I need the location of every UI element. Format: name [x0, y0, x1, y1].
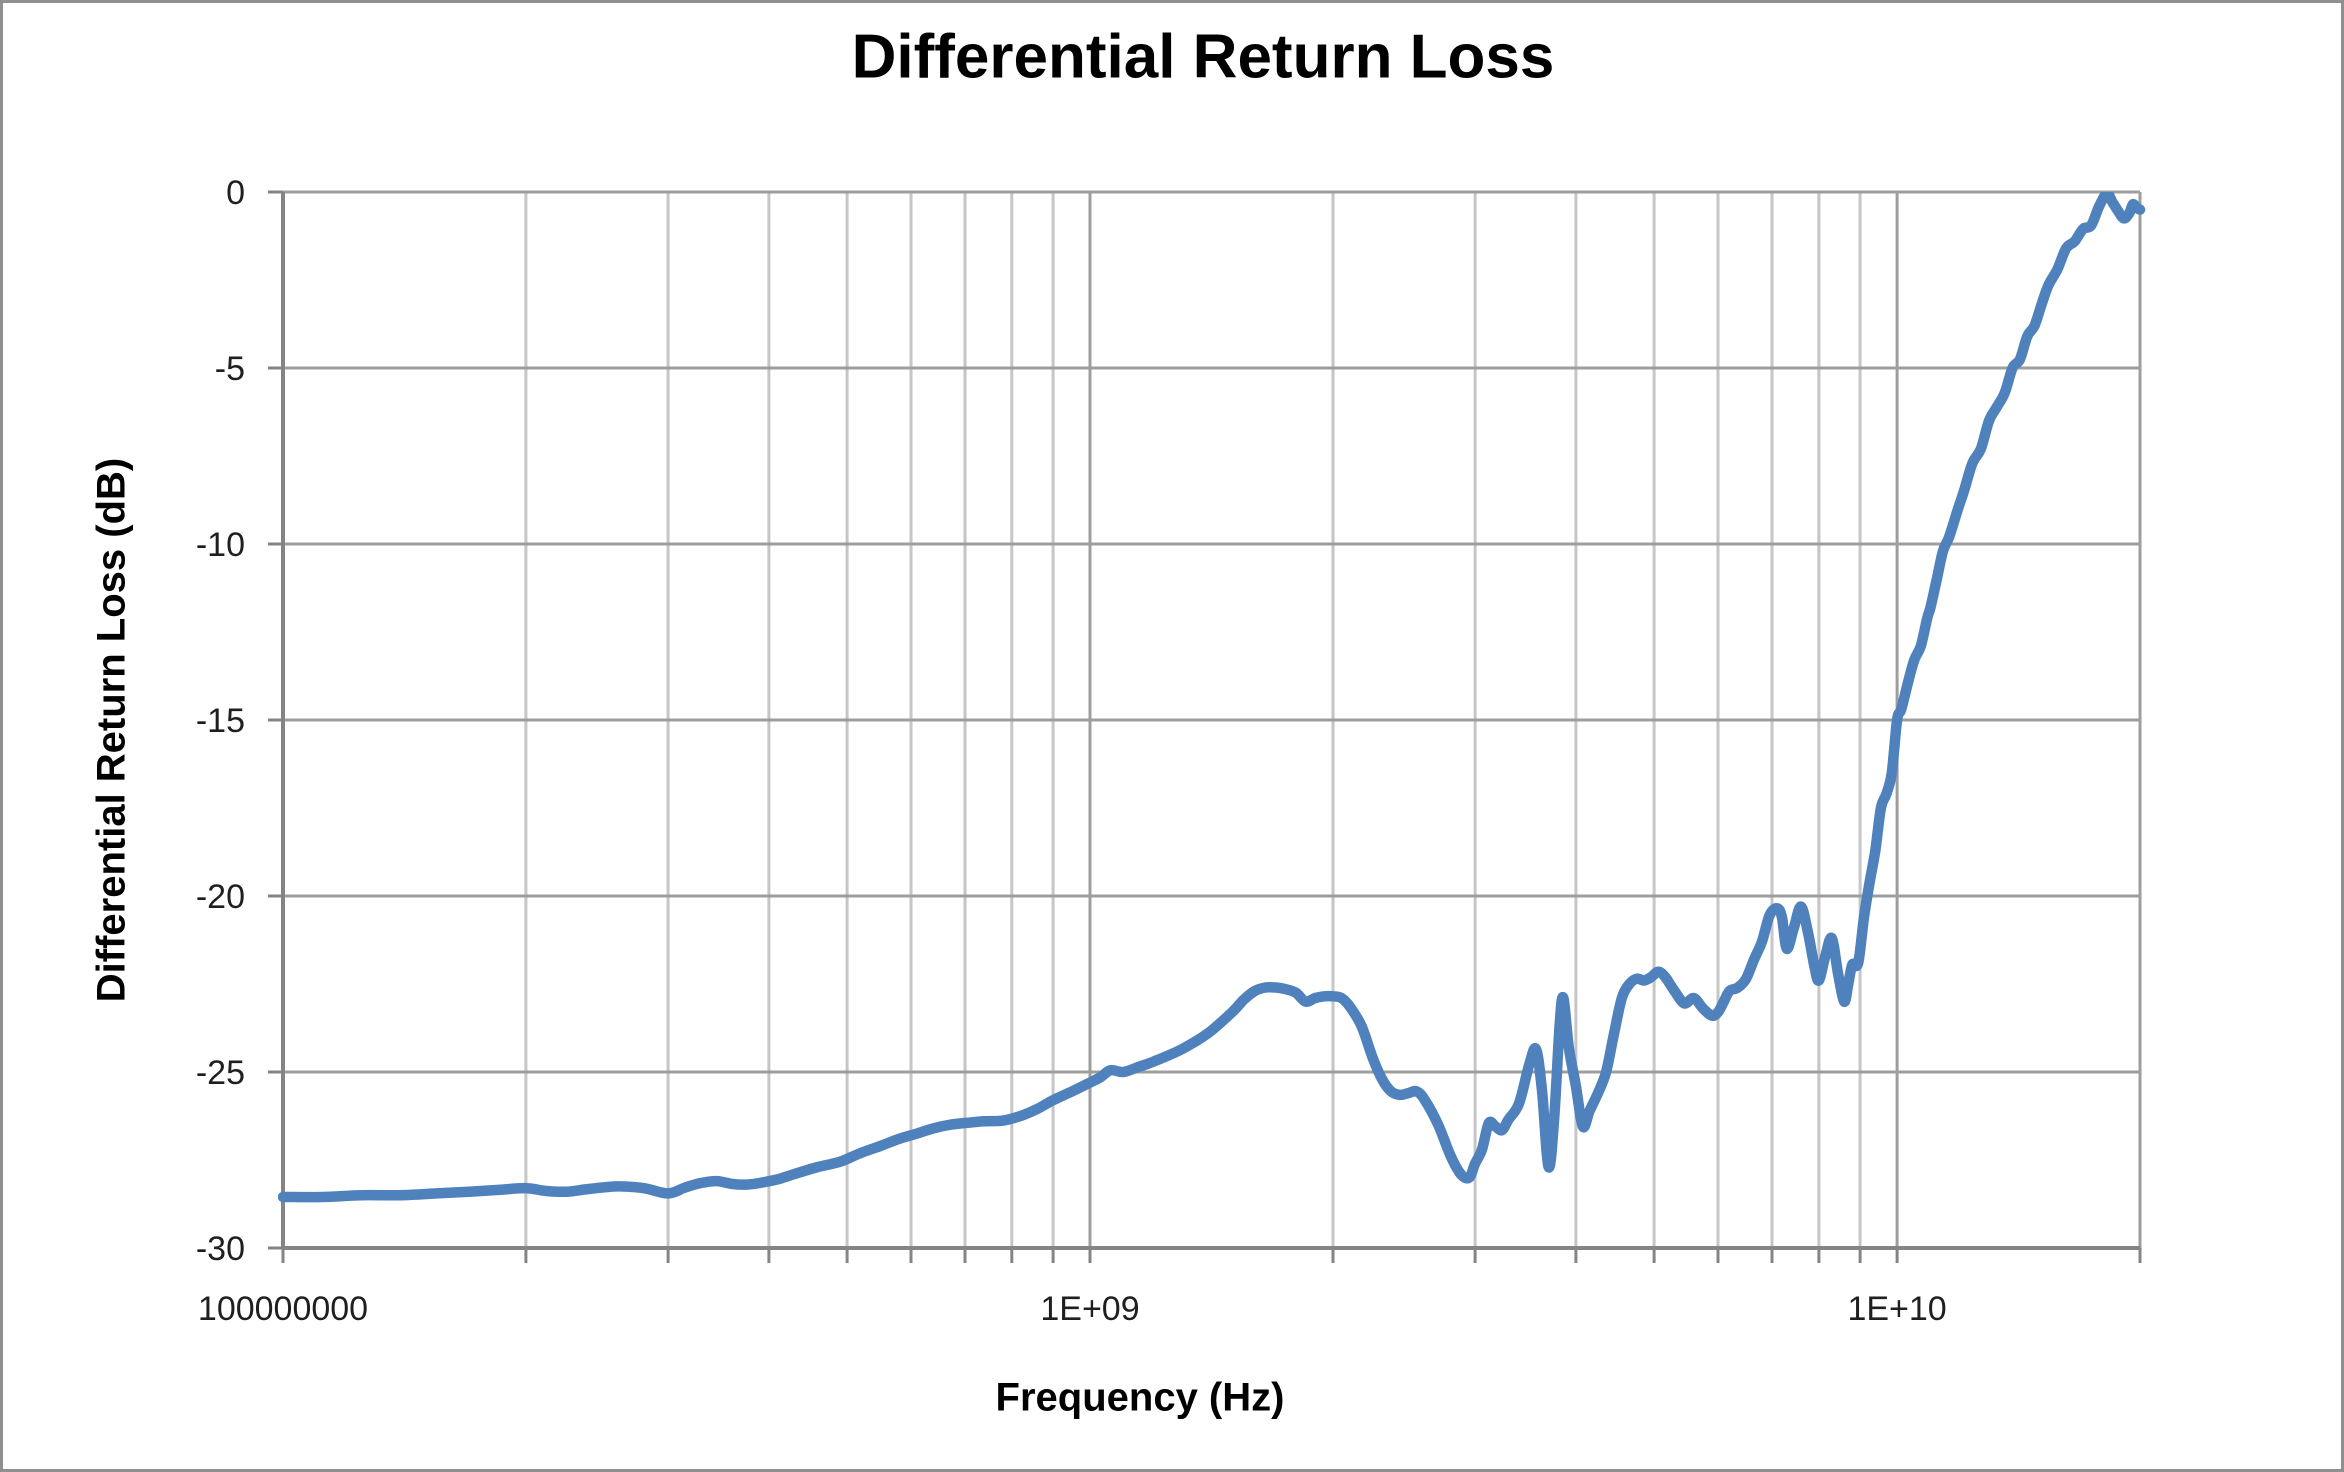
x-tick-label: 1E+09	[1040, 1290, 1139, 1328]
return-loss-curve	[278, 192, 2146, 1203]
y-tick-label: -5	[215, 350, 245, 388]
y-tick-labels: 0 -5 -10 -15 -20 -25 -30	[196, 174, 245, 1268]
series-line	[278, 192, 2146, 1203]
x-tick-label: 100000000	[198, 1290, 368, 1328]
y-tick-label: -25	[196, 1054, 245, 1092]
chart-title: Differential Return Loss	[851, 22, 1555, 92]
y-tick-label: -30	[196, 1230, 245, 1268]
y-tick-label: -20	[196, 878, 245, 916]
y-tick-label: -10	[196, 526, 245, 564]
y-tick-label: 0	[226, 174, 245, 212]
x-axis-title: Frequency (Hz)	[995, 1375, 1285, 1420]
y-tick-label: -15	[196, 702, 245, 740]
axis-tick-marks	[268, 190, 2142, 1263]
x-tick-label: 1E+10	[1847, 1290, 1946, 1328]
major-gridlines	[283, 190, 2142, 1248]
x-tick-labels: 100000000 1E+09 1E+10	[198, 1290, 1947, 1328]
